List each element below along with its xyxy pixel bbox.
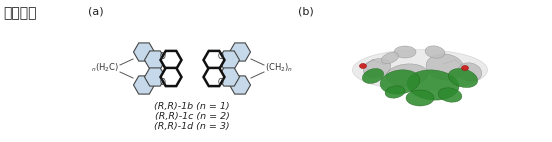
Text: (R,R)-1b (n = 1): (R,R)-1b (n = 1)	[154, 102, 230, 111]
Ellipse shape	[381, 52, 399, 64]
Text: (a): (a)	[88, 6, 104, 16]
Ellipse shape	[426, 54, 464, 80]
Polygon shape	[145, 51, 166, 69]
Text: (R,R)-1c (n = 2): (R,R)-1c (n = 2)	[155, 112, 230, 121]
Text: O: O	[218, 78, 224, 86]
Polygon shape	[219, 68, 240, 86]
Ellipse shape	[386, 64, 428, 86]
Text: O: O	[160, 78, 166, 86]
Ellipse shape	[362, 69, 384, 83]
Polygon shape	[161, 68, 182, 86]
Ellipse shape	[363, 59, 391, 77]
Ellipse shape	[458, 63, 482, 81]
Text: O: O	[218, 52, 224, 60]
Polygon shape	[134, 76, 155, 94]
Ellipse shape	[380, 70, 420, 94]
Polygon shape	[219, 51, 240, 69]
Polygon shape	[134, 43, 155, 61]
Ellipse shape	[425, 46, 445, 58]
Ellipse shape	[438, 88, 462, 102]
Polygon shape	[230, 76, 251, 94]
Polygon shape	[204, 68, 225, 86]
Text: (R,R)-1d (n = 3): (R,R)-1d (n = 3)	[154, 122, 230, 131]
Text: 【図３】: 【図３】	[3, 6, 36, 20]
Text: (b): (b)	[298, 6, 314, 16]
Text: O: O	[160, 52, 166, 60]
Ellipse shape	[394, 46, 416, 58]
Ellipse shape	[448, 68, 477, 87]
Polygon shape	[230, 43, 251, 61]
Polygon shape	[145, 68, 166, 86]
Ellipse shape	[385, 86, 405, 98]
Ellipse shape	[461, 65, 469, 70]
Text: $_n$(H$_2$C): $_n$(H$_2$C)	[91, 62, 119, 74]
Polygon shape	[204, 51, 225, 69]
Ellipse shape	[406, 90, 434, 106]
Ellipse shape	[359, 63, 367, 68]
Ellipse shape	[353, 50, 487, 90]
Polygon shape	[161, 51, 182, 69]
Text: (CH$_2$)$_n$: (CH$_2$)$_n$	[265, 62, 293, 74]
Ellipse shape	[407, 70, 459, 100]
